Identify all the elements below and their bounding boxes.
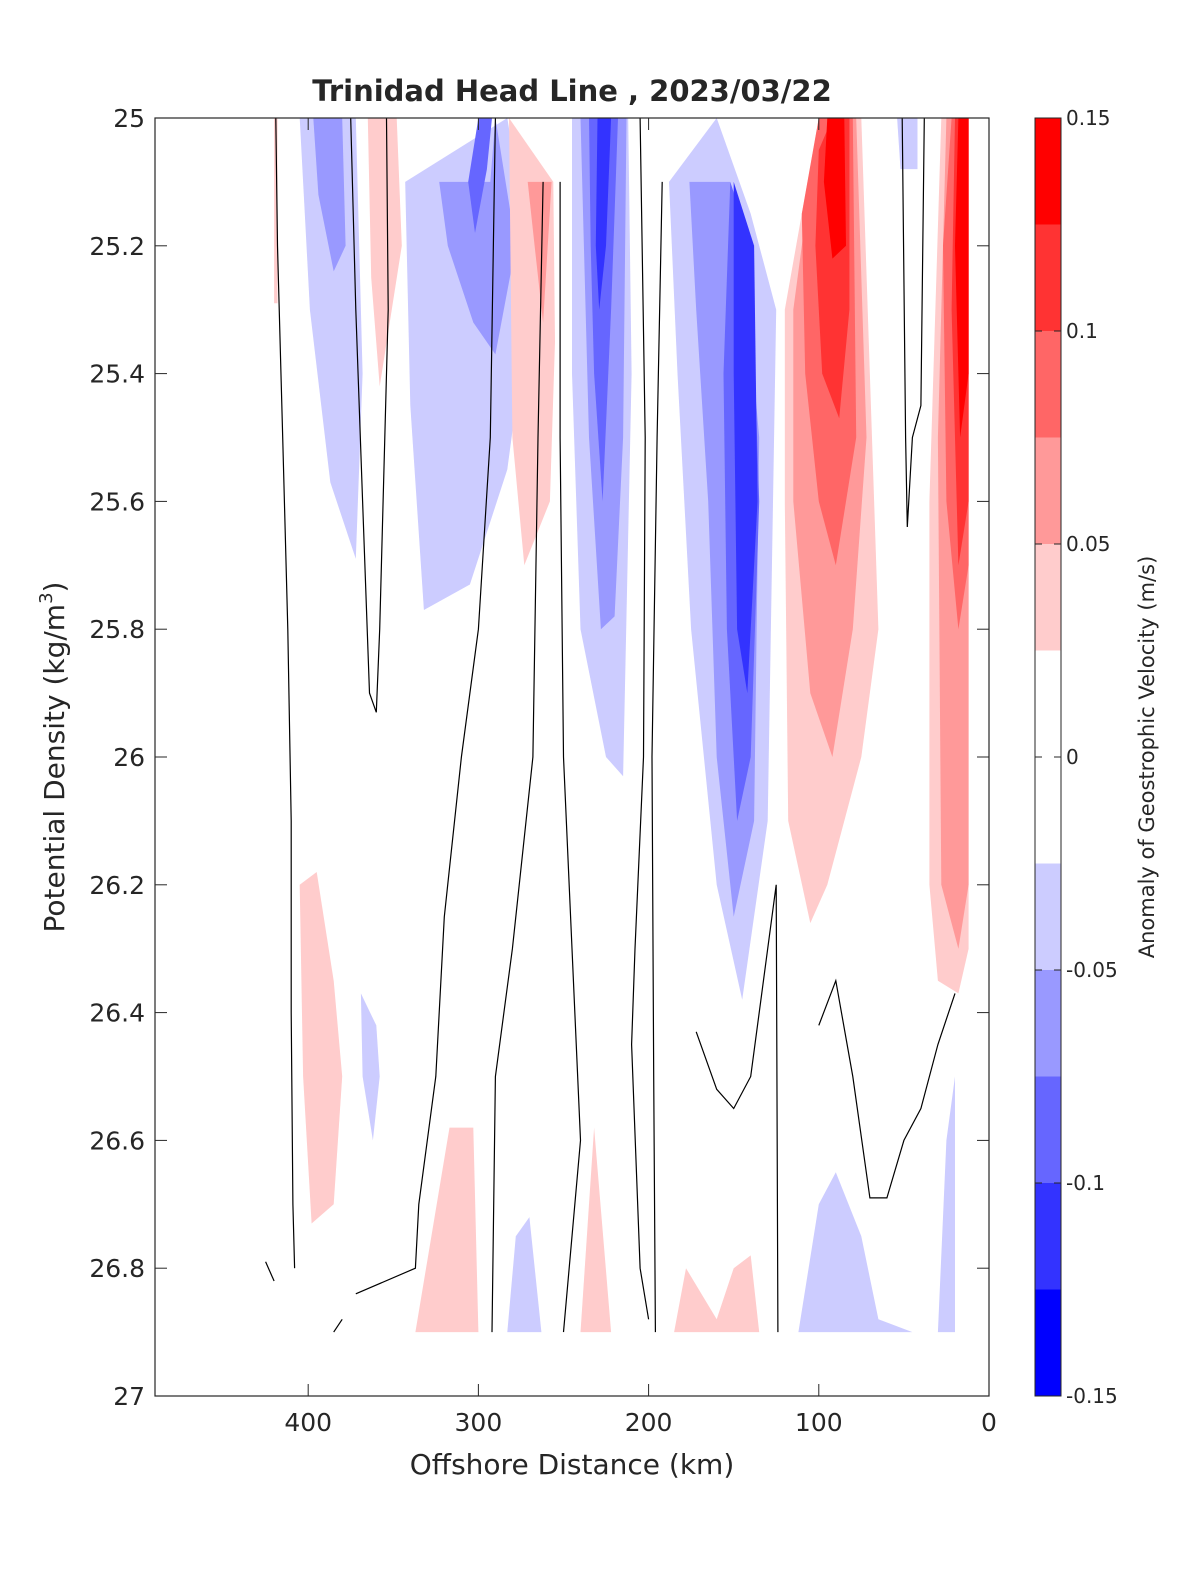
y-tick-label: 25.6 [89,487,145,516]
y-tick-label: 27 [113,1382,145,1411]
zero-contour-line-2 [355,117,496,1295]
x-axis-ticks: 400 300 200 100 0 [284,118,997,1437]
x-tick-label: 100 [795,1408,843,1437]
y-tick-label: 25.8 [89,615,145,644]
colorbar-tick-label: 0.05 [1066,532,1111,556]
y-tick-label: 26.8 [89,1254,145,1283]
colorbar-tick-label: -0.1 [1066,1171,1105,1195]
colorbar-band [1035,1183,1061,1290]
colorbar-band [1035,437,1061,544]
colorbar-tick-label: -0.15 [1066,1384,1118,1408]
zero-contour-line-3 [491,181,544,1333]
anomaly-regions [274,118,969,1333]
zero-contour-line-11 [333,1318,343,1333]
positive-anomaly-region-3 [367,118,402,387]
y-tick-label: 26.4 [89,999,145,1028]
zero-contour-line-7 [695,884,779,1333]
y-axis-label: Potential Density (kg/m3) [36,582,71,933]
y-tick-label: 25.2 [89,232,145,261]
zero-contour-line-5 [630,117,650,1320]
positive-anomaly-region-21 [823,118,846,259]
colorbar-label: Anomaly of Geostrophic Velocity (m/s) [1135,556,1159,959]
y-tick-label: 26.6 [89,1126,145,1155]
colorbar-band [1035,118,1061,225]
negative-anomaly-region-5 [439,118,516,355]
positive-anomaly-region-30 [415,1127,479,1333]
negative-anomaly-region-29 [360,993,380,1141]
colorbar-band [1035,863,1061,970]
chart-title: Trinidad Head Line , 2023/03/22 [312,74,832,108]
zero-contours [265,117,956,1333]
x-tick-label: 200 [625,1408,673,1437]
colorbar-band [1035,970,1061,1077]
colorbar-bands [1035,118,1061,1396]
colorbar-ticks: 0.15 0.1 0.05 0 -0.05 -0.1 -0.15 [1035,106,1118,1408]
zero-contour-line-6 [651,181,663,1333]
y-axis-label-end: ) [38,582,71,593]
colorbar: 0.15 0.1 0.05 0 -0.05 -0.1 -0.15 Anomaly of Ge… [1034,106,1159,1408]
colorbar-tick-label: 0 [1066,745,1079,769]
colorbar-band [1035,1289,1061,1396]
negative-anomaly-region-1 [299,118,363,559]
positive-anomaly-region-28 [299,872,343,1224]
negative-anomaly-region-6 [468,118,492,233]
x-tick-label: 0 [981,1408,997,1437]
y-axis-label-main: Potential Density (kg/m [38,604,71,933]
zero-contour-line-0 [275,117,296,1269]
x-tick-label: 400 [284,1408,332,1437]
negative-anomaly-region-2 [313,118,346,272]
colorbar-band [1035,1076,1061,1183]
colorbar-tick-label: 0.15 [1066,106,1111,130]
zero-contour-line-4 [559,181,582,1333]
positive-anomaly-region-33 [674,1255,760,1333]
colorbar-band [1035,544,1061,651]
y-tick-label: 25 [113,104,145,133]
y-tick-label: 25.4 [89,360,145,389]
negative-anomaly-region-34 [798,1076,955,1333]
zero-contour-line-9 [901,117,925,528]
negative-anomaly-region-16 [733,181,758,694]
y-axis-label-superscript: 3 [36,592,57,603]
colorbar-band [1035,224,1061,331]
plot-area: 400 300 200 100 0 25 25.2 25.4 25.6 25.8 26 26.2 26… [89,104,997,1437]
zero-contour-line-1 [350,117,389,713]
colorbar-tick-label: -0.05 [1066,958,1118,982]
y-tick-label: 26 [113,743,145,772]
y-tick-label: 26.2 [89,871,145,900]
positive-anomaly-region-32 [580,1127,612,1333]
positive-anomaly-region-27 [955,118,969,438]
x-tick-label: 300 [455,1408,503,1437]
negative-anomaly-region-12 [595,118,612,310]
negative-anomaly-region-31 [507,1217,542,1333]
zero-contour-line-10 [265,1261,275,1282]
colorbar-tick-label: 0.1 [1066,319,1098,343]
colorbar-band [1035,331,1061,438]
x-axis-label: Offshore Distance (km) [410,1448,735,1481]
negative-anomaly-region-22 [897,118,918,170]
y-axis-ticks: 25 25.2 25.4 25.6 25.8 26 26.2 26.4 26.6 26.8 27 [89,104,989,1411]
zero-contour-line-8 [818,978,956,1199]
positive-anomaly-region-8 [527,181,552,323]
